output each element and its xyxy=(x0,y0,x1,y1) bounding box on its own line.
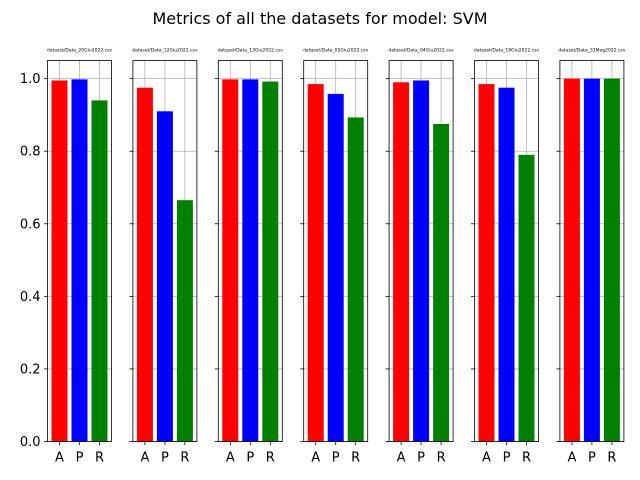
bar-P xyxy=(71,79,88,442)
x-tick-label: R xyxy=(351,451,360,466)
x-tick-label: A xyxy=(55,451,64,466)
bar-R xyxy=(91,100,108,442)
subplot-title: dataset/Data_20Giu2022.csv xyxy=(47,48,113,54)
x-tick-label: A xyxy=(482,451,491,466)
x-tick-label: A xyxy=(140,451,149,466)
x-tick-label: A xyxy=(226,451,235,466)
bar-P xyxy=(413,80,430,442)
x-tick-label: A xyxy=(567,451,576,466)
bar-R xyxy=(176,200,193,442)
y-tick-label: 0.4 xyxy=(20,290,41,305)
x-tick-label: R xyxy=(266,451,275,466)
subplot-title: dataset/Data_05Giu2022.csv xyxy=(303,48,369,54)
y-tick-label: 0.0 xyxy=(20,435,41,450)
bar-A xyxy=(563,78,580,442)
x-tick-label: P xyxy=(332,451,340,466)
subplot-title: dataset/Data_13Giu2022.csv xyxy=(218,48,284,54)
bar-R xyxy=(262,81,279,442)
x-tick-label: P xyxy=(246,451,254,466)
x-tick-label: P xyxy=(588,451,596,466)
chart-title: Metrics of all the datasets for model: S… xyxy=(153,9,488,28)
bar-P xyxy=(242,79,259,442)
bar-A xyxy=(393,82,410,442)
bar-P xyxy=(156,111,173,442)
subplot-1: 0.0 0.2 0.4 0.6 0.8 1.0 A P Rdataset/Data_20Giu2… xyxy=(20,48,113,466)
bar-A xyxy=(307,84,324,442)
bar-R xyxy=(518,154,535,442)
subplot-title: dataset/Data_12Giu2022.csv xyxy=(132,48,198,54)
x-tick-label: P xyxy=(161,451,169,466)
subplot-title: dataset/Data_31Mag2022.csv xyxy=(558,48,625,54)
subplot-title: dataset/Data_18Giu2022.csv xyxy=(474,48,540,54)
bar-R xyxy=(347,117,364,442)
y-tick-label: 0.2 xyxy=(20,362,41,377)
x-tick-label: P xyxy=(417,451,425,466)
x-tick-label: A xyxy=(311,451,320,466)
subplot-title: dataset/Data_04Giu2022.csv xyxy=(388,48,454,54)
x-tick-label: P xyxy=(76,451,84,466)
bar-A xyxy=(136,87,153,442)
bar-P xyxy=(583,78,600,442)
bar-A xyxy=(478,84,495,442)
bar-A xyxy=(51,80,68,442)
y-tick-label: 1.0 xyxy=(20,72,41,87)
x-tick-label: R xyxy=(607,451,616,466)
x-tick-label: R xyxy=(95,451,104,466)
x-tick-label: R xyxy=(522,451,531,466)
y-tick-label: 0.8 xyxy=(20,145,41,160)
bar-P xyxy=(498,87,515,442)
subplots: 0.00.20.40.60.81.0A P Rdataset/Data_20Giu2… xyxy=(20,48,626,466)
x-tick-label: R xyxy=(180,451,189,466)
x-tick-label: A xyxy=(397,451,406,466)
bar-R xyxy=(433,124,450,442)
bar-A xyxy=(222,79,239,442)
y-tick-label: 0.6 xyxy=(20,217,41,232)
bar-R xyxy=(603,78,620,442)
x-tick-label: R xyxy=(437,451,446,466)
bar-P xyxy=(327,93,344,442)
x-tick-label: P xyxy=(503,451,511,466)
